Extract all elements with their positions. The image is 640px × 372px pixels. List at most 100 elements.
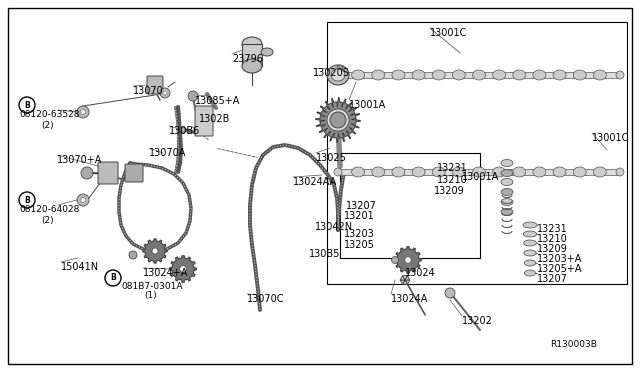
- Circle shape: [160, 88, 170, 98]
- Text: 13207: 13207: [346, 201, 377, 211]
- Ellipse shape: [533, 167, 546, 177]
- Text: 13085+A: 13085+A: [195, 96, 241, 106]
- Ellipse shape: [524, 231, 537, 237]
- Polygon shape: [143, 239, 167, 263]
- Circle shape: [334, 168, 342, 176]
- Circle shape: [330, 112, 346, 128]
- Ellipse shape: [261, 48, 273, 56]
- Ellipse shape: [501, 189, 513, 196]
- Circle shape: [327, 109, 349, 131]
- Ellipse shape: [472, 167, 486, 177]
- Text: 13070: 13070: [133, 86, 164, 96]
- Circle shape: [82, 168, 92, 178]
- Ellipse shape: [493, 70, 506, 80]
- Ellipse shape: [412, 70, 425, 80]
- Ellipse shape: [501, 208, 513, 215]
- Ellipse shape: [372, 70, 385, 80]
- Ellipse shape: [452, 70, 465, 80]
- Ellipse shape: [524, 240, 536, 246]
- Ellipse shape: [351, 167, 365, 177]
- Text: 13210: 13210: [537, 234, 568, 244]
- Ellipse shape: [501, 179, 513, 186]
- Circle shape: [188, 91, 198, 101]
- Circle shape: [616, 71, 624, 79]
- Ellipse shape: [392, 167, 405, 177]
- Ellipse shape: [524, 260, 536, 266]
- Text: 130B6: 130B6: [169, 126, 200, 136]
- FancyBboxPatch shape: [125, 164, 143, 182]
- Polygon shape: [405, 276, 410, 280]
- Text: 13205: 13205: [344, 240, 375, 250]
- Ellipse shape: [452, 167, 465, 177]
- Text: 08120-64028: 08120-64028: [19, 205, 79, 214]
- Text: 13025: 13025: [316, 153, 347, 163]
- Text: 13001A: 13001A: [462, 172, 499, 182]
- Ellipse shape: [501, 199, 513, 205]
- Circle shape: [445, 288, 455, 298]
- Text: B: B: [110, 273, 116, 282]
- Text: 13207: 13207: [537, 274, 568, 284]
- Ellipse shape: [327, 65, 349, 85]
- Ellipse shape: [432, 167, 445, 177]
- Polygon shape: [170, 256, 196, 282]
- Ellipse shape: [513, 167, 526, 177]
- Text: 13070C: 13070C: [247, 294, 285, 304]
- Ellipse shape: [493, 167, 506, 177]
- Text: 081B7-0301A: 081B7-0301A: [121, 282, 182, 291]
- Text: 13203+A: 13203+A: [537, 254, 582, 264]
- Circle shape: [163, 91, 167, 95]
- Bar: [242, 44, 262, 66]
- Text: 13209: 13209: [434, 186, 465, 196]
- Circle shape: [77, 194, 89, 206]
- Ellipse shape: [351, 70, 365, 80]
- Polygon shape: [403, 276, 408, 280]
- Ellipse shape: [432, 70, 445, 80]
- Text: 13202: 13202: [462, 316, 493, 326]
- Bar: [327, 22, 627, 284]
- Ellipse shape: [524, 250, 536, 256]
- Text: (2): (2): [41, 216, 54, 225]
- Text: 13210: 13210: [437, 175, 468, 185]
- Text: 15041N: 15041N: [61, 262, 99, 272]
- Circle shape: [392, 257, 399, 263]
- Text: B: B: [24, 196, 30, 205]
- Text: 13201: 13201: [344, 211, 375, 221]
- Text: 13001A: 13001A: [349, 100, 387, 110]
- Ellipse shape: [523, 222, 537, 228]
- Ellipse shape: [533, 70, 546, 80]
- Text: 1302B: 1302B: [199, 114, 230, 124]
- Ellipse shape: [392, 70, 405, 80]
- Bar: [338, 72, 620, 78]
- Polygon shape: [400, 280, 405, 284]
- Ellipse shape: [593, 70, 606, 80]
- Text: 23796: 23796: [232, 54, 263, 64]
- Circle shape: [180, 127, 186, 133]
- Text: 13024A: 13024A: [391, 294, 428, 304]
- Text: 13020S: 13020S: [313, 68, 350, 78]
- Text: 13070A: 13070A: [149, 148, 186, 158]
- FancyBboxPatch shape: [98, 162, 118, 184]
- Circle shape: [152, 248, 158, 254]
- Circle shape: [129, 251, 137, 259]
- Text: 13231: 13231: [537, 224, 568, 234]
- FancyBboxPatch shape: [147, 76, 163, 94]
- Circle shape: [77, 106, 89, 118]
- Circle shape: [180, 266, 186, 272]
- Polygon shape: [403, 280, 408, 284]
- Circle shape: [404, 257, 412, 263]
- Ellipse shape: [553, 70, 566, 80]
- Bar: [338, 169, 620, 175]
- Text: 13205+A: 13205+A: [537, 264, 582, 274]
- Text: 13042N: 13042N: [315, 222, 353, 232]
- Text: 13024AA: 13024AA: [293, 177, 337, 187]
- Text: 13001C: 13001C: [592, 133, 629, 143]
- Text: 13024: 13024: [405, 268, 436, 278]
- Ellipse shape: [501, 160, 513, 167]
- Text: 130B5: 130B5: [309, 249, 340, 259]
- Ellipse shape: [331, 69, 345, 81]
- Text: 13024+A: 13024+A: [143, 268, 188, 278]
- Text: 13203: 13203: [344, 229, 375, 239]
- Text: (1): (1): [144, 291, 157, 300]
- Polygon shape: [316, 97, 360, 142]
- Ellipse shape: [472, 70, 486, 80]
